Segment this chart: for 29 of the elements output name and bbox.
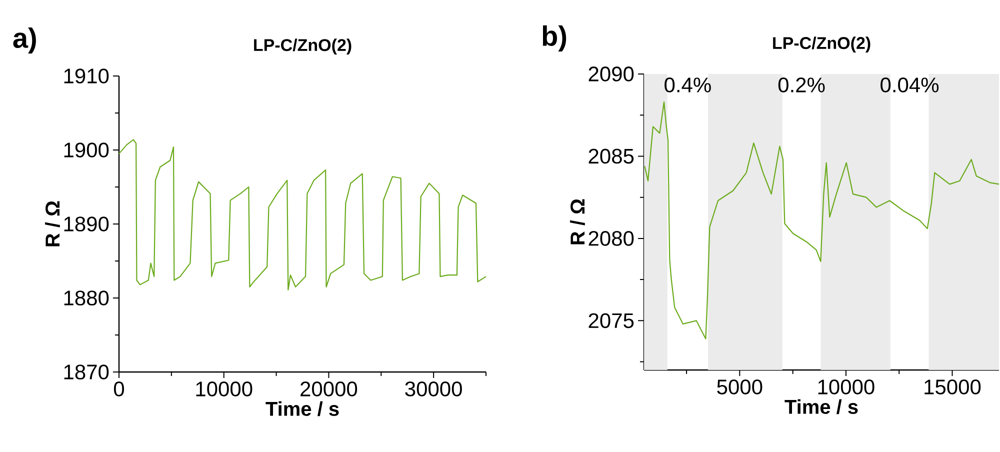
- y-tick-label: 1890: [64, 216, 109, 232]
- y-tick-label: 1870: [64, 364, 109, 380]
- annotation: 0.2%: [778, 78, 825, 92]
- annotation: 0.4%: [664, 78, 711, 92]
- x-tick-label: 0: [114, 382, 124, 396]
- x-axis-title: Time / s: [784, 399, 858, 414]
- line-series: [644, 101, 1000, 340]
- x-tick-label: 5000: [717, 380, 762, 394]
- chart-title: LP-C/ZnO(2): [254, 38, 352, 54]
- x-tick-label: 20000: [300, 382, 358, 396]
- y-tick-label: 1910: [64, 68, 109, 84]
- text: a): [13, 27, 36, 54]
- y-tick-label: 2080: [588, 231, 634, 246]
- y-tick-label: 2075: [588, 313, 634, 328]
- x-tick-label: 10000: [818, 380, 874, 394]
- y-tick-label: 1900: [64, 142, 109, 158]
- chart-title: LP-C/ZnO(2): [773, 36, 870, 52]
- y-tick-label: 2085: [588, 148, 634, 164]
- x-tick-label: 10000: [196, 382, 252, 396]
- annotation: 0.04%: [880, 78, 939, 92]
- y-tick-label: 1880: [64, 290, 109, 306]
- x-tick-label: 30000: [405, 382, 462, 396]
- text: b): [542, 25, 566, 52]
- y-axis-title: R / Ω: [570, 199, 585, 244]
- y-axis-title: R / Ω: [44, 201, 60, 246]
- x-tick-label: 15000: [924, 380, 981, 394]
- y-tick-label: 2090: [588, 66, 634, 82]
- line-series: [118, 139, 487, 290]
- x-axis-title: Time / s: [266, 401, 339, 416]
